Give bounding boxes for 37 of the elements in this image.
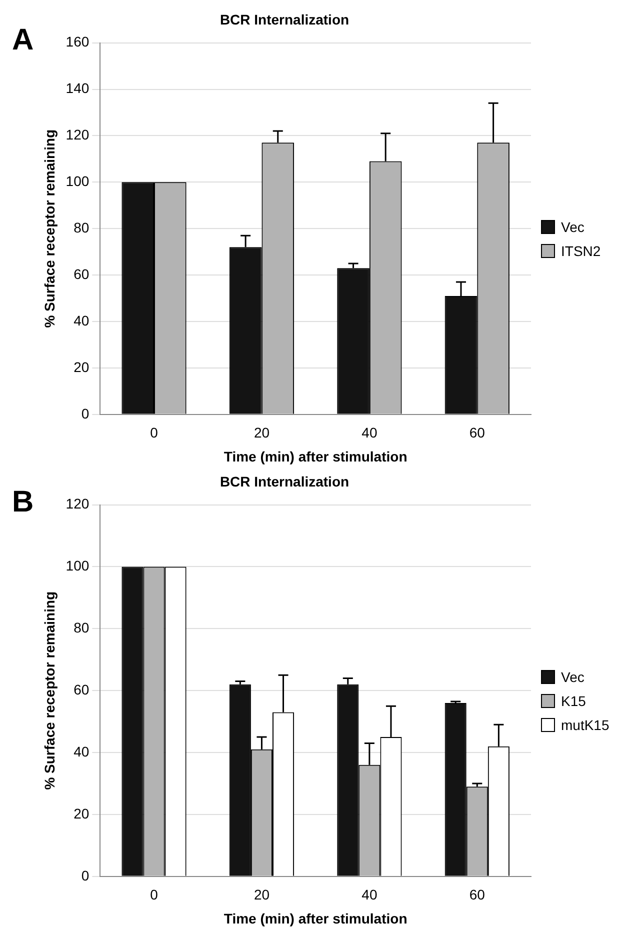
x-tick-label: 60: [469, 424, 486, 441]
y-tick-label: 20: [74, 805, 90, 822]
chart-title: BCR Internalization: [220, 473, 350, 490]
x-tick-label: 20: [254, 886, 270, 903]
x-tick-label: 40: [362, 886, 378, 903]
y-tick-label: 80: [74, 219, 90, 236]
x-axis-title: Time (min) after stimulation: [224, 910, 408, 926]
text: A: [12, 23, 34, 56]
legend-label: Vec: [561, 669, 584, 685]
x-tick-label: 20: [254, 424, 270, 441]
y-axis-title: % Surface receptor remaining: [41, 129, 58, 328]
y-tick-label: 120: [66, 496, 90, 512]
x-tick-label: 0: [150, 886, 158, 903]
chart-title: BCR Internalization: [220, 11, 350, 28]
y-tick-label: 100: [66, 558, 90, 574]
legend-label: Vec: [561, 219, 584, 235]
y-tick-label: 40: [74, 312, 90, 328]
legend-label: mutK15: [561, 717, 610, 733]
x-tick-label: 60: [469, 886, 486, 903]
y-tick-label: 160: [66, 34, 90, 50]
y-axis-title: % Surface receptor remaining: [41, 591, 58, 790]
y-tick-label: 60: [74, 266, 90, 282]
y-tick-label: 40: [74, 743, 90, 760]
y-tick-label: 80: [74, 620, 90, 636]
text: B: [12, 485, 34, 518]
y-tick-label: 100: [66, 173, 90, 190]
legend-label: K15: [561, 693, 586, 709]
y-tick-label: 120: [66, 126, 90, 143]
legend-label: ITSN2: [561, 243, 601, 259]
y-tick-label: 140: [66, 80, 90, 96]
y-tick-label: 60: [74, 681, 90, 698]
x-axis-title: Time (min) after stimulation: [224, 448, 408, 464]
y-tick-label: 20: [74, 358, 90, 375]
y-tick-label: 0: [81, 405, 90, 422]
x-tick-label: 0: [150, 424, 158, 441]
x-tick-label: 40: [362, 424, 378, 441]
y-tick-label: 0: [81, 867, 90, 884]
